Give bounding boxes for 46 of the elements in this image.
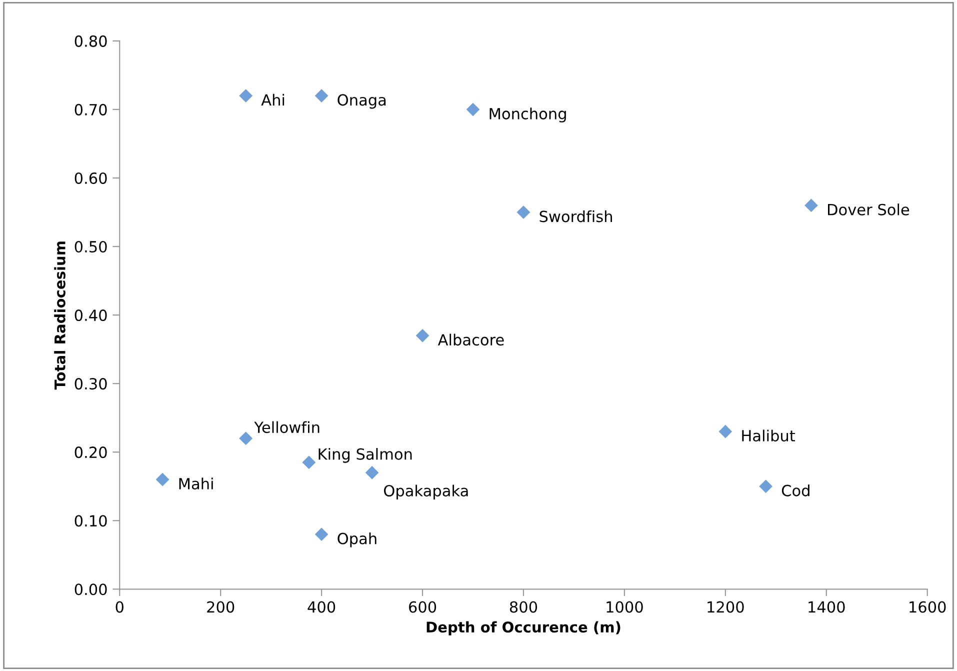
- y-tick-label: 0.00: [74, 584, 107, 596]
- x-tick-label: 800: [510, 601, 538, 613]
- x-tick-label: 1600: [910, 601, 946, 613]
- x-tick-label: 400: [308, 601, 336, 613]
- y-tick-label: 0.40: [74, 310, 107, 322]
- annotation: Dover Sole: [828, 204, 910, 216]
- annotation: King Salmon: [318, 448, 412, 463]
- point: [238, 430, 254, 446]
- point: [516, 204, 532, 220]
- annotation: Halibut: [742, 430, 796, 442]
- point: [414, 328, 430, 344]
- annotation: Albacore: [438, 334, 504, 346]
- annotation: Mahi: [179, 478, 213, 490]
- x-tick-label: 1000: [606, 601, 643, 613]
- point: [364, 464, 380, 480]
- point: [758, 478, 774, 494]
- annotation: Ahi: [261, 94, 284, 106]
- y-tick-label: 0.70: [74, 104, 107, 116]
- y-tick-label: 0.50: [74, 240, 107, 253]
- annotation: Monchong: [490, 108, 566, 122]
- annotation: Onaga: [338, 94, 386, 109]
- y-tick-label: 0.10: [74, 515, 107, 527]
- y-tick-label: 0.20: [74, 446, 107, 458]
- point: [238, 88, 254, 104]
- x-tick-label: 1200: [708, 601, 744, 613]
- y-tick-label: 0.30: [74, 378, 107, 390]
- point: [154, 472, 170, 488]
- point: [314, 88, 330, 104]
- x-axis-title: Depth of Occurence (m): [426, 621, 620, 636]
- annotation: Opah: [338, 532, 376, 548]
- y-tick-label: 0.80: [74, 35, 107, 47]
- y-tick-label: 0.60: [74, 172, 107, 184]
- point: [718, 424, 734, 440]
- point: [314, 526, 330, 542]
- x-tick-label: 0: [116, 601, 124, 613]
- point: [465, 102, 481, 118]
- annotation: Yellowfin: [254, 421, 320, 434]
- x-tick-label: 600: [409, 601, 436, 613]
- x-tick-label: 1400: [808, 601, 845, 613]
- point: [804, 198, 819, 214]
- point: [301, 454, 317, 470]
- x-tick-label: 200: [207, 601, 234, 613]
- annotation: Cod: [782, 484, 810, 496]
- annotation: Swordfish: [540, 210, 612, 222]
- y-axis-title: Total Radiocesium: [54, 242, 66, 390]
- annotation: Opakapaka: [384, 484, 468, 500]
